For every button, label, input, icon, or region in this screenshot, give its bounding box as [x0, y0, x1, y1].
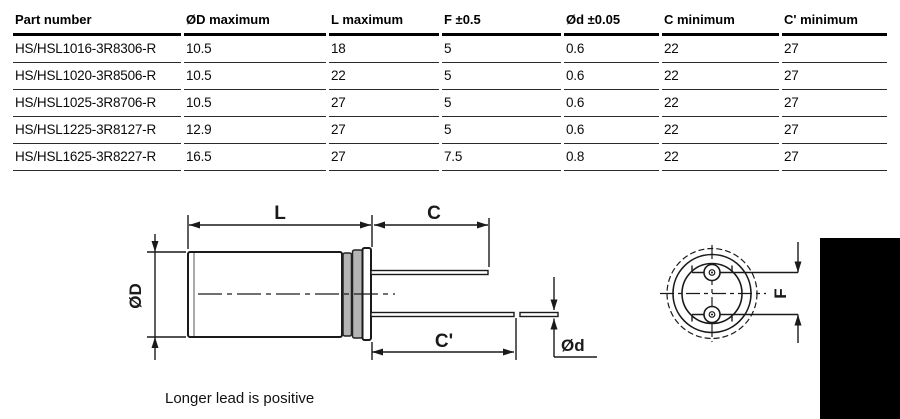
- part-number-cell: HS/HSL1625-3R8227-R: [13, 144, 181, 171]
- table-row: HS/HSL1225-3R8127-R 12.9 27 5 0.6 22 27: [13, 117, 887, 144]
- table-row: HS/HSL1020-3R8506-R 10.5 22 5 0.6 22 27: [13, 63, 887, 90]
- table-header-row: Part number ØD maximum L maximum F ±0.5 …: [13, 4, 887, 36]
- dimension-L: L: [187, 203, 373, 249]
- col-d-maximum: ØD maximum: [184, 4, 326, 36]
- dimension-label-F: F: [771, 288, 790, 298]
- dimension-lead-diameter: Ød: [550, 277, 597, 358]
- col-lead-diameter: Ød ±0.05: [564, 4, 659, 36]
- part-number-cell: HS/HSL1016-3R8306-R: [13, 36, 181, 63]
- dimension-C: C: [374, 203, 490, 267]
- negative-lead-extension: [519, 311, 559, 318]
- negative-lead: [370, 311, 515, 318]
- capacitor-body: [187, 251, 343, 338]
- table-row: HS/HSL1025-3R8706-R 10.5 27 5 0.6 22 27: [13, 90, 887, 117]
- dimension-label-L: L: [274, 203, 286, 224]
- col-c-minimum: C minimum: [662, 4, 779, 36]
- col-l-maximum: L maximum: [329, 4, 439, 36]
- col-c-prime-minimum: C' minimum: [782, 4, 887, 36]
- capacitor-end-view: [660, 245, 798, 342]
- dimension-label-body-diameter: ØD: [126, 283, 145, 309]
- dimension-body-diameter: ØD: [126, 234, 186, 360]
- dimensions-table: Part number ØD maximum L maximum F ±0.5 …: [10, 4, 890, 171]
- polarity-note: Longer lead is positive: [165, 390, 314, 407]
- part-number-cell: HS/HSL1225-3R8127-R: [13, 117, 181, 144]
- col-f: F ±0.5: [442, 4, 561, 36]
- table-row: HS/HSL1016-3R8306-R 10.5 18 5 0.6 22 27: [13, 36, 887, 63]
- dimension-label-lead-diameter: Ød: [561, 336, 585, 355]
- capacitor-side-view: [187, 247, 559, 341]
- dimension-F: F: [771, 242, 802, 343]
- dimension-label-C-prime: C': [435, 331, 453, 352]
- part-number-cell: HS/HSL1025-3R8706-R: [13, 90, 181, 117]
- positive-lead: [370, 269, 489, 276]
- part-number-cell: HS/HSL1020-3R8506-R: [13, 63, 181, 90]
- table-row: HS/HSL1625-3R8227-R 16.5 27 7.5 0.8 22 2…: [13, 144, 887, 171]
- redaction-black-block: [820, 238, 900, 419]
- dimension-C-prime: C': [371, 318, 517, 360]
- col-part-number: Part number: [13, 4, 181, 36]
- dimension-label-C: C: [427, 203, 441, 224]
